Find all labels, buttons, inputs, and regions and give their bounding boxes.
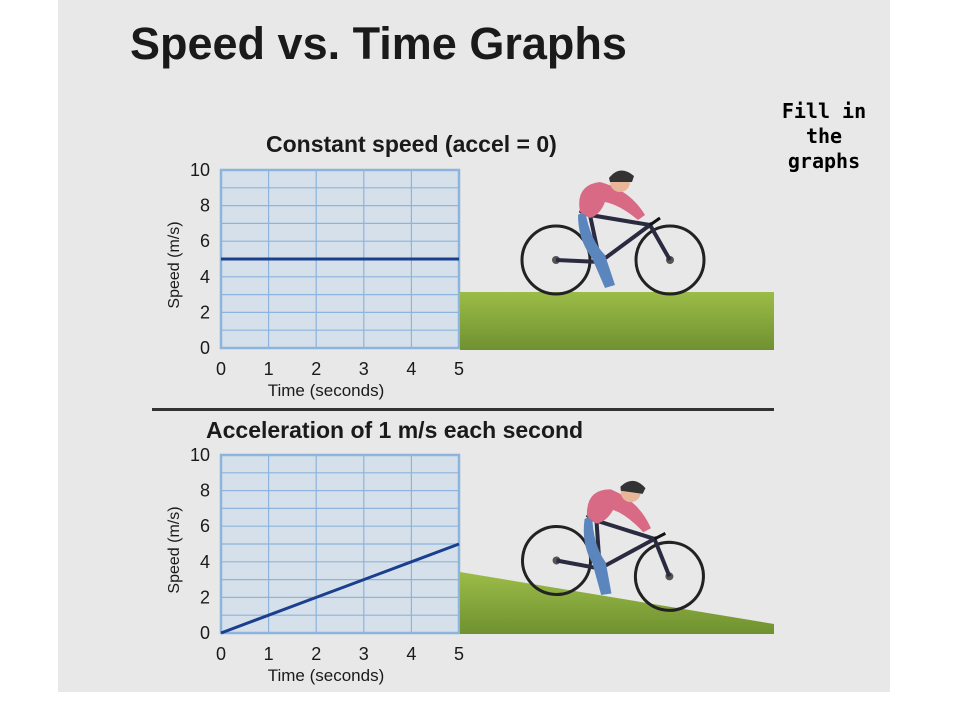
chart-title-constant-speed: Constant speed (accel = 0)	[266, 131, 557, 157]
y-axis-label: Speed (m/s)	[166, 221, 183, 308]
x-axis-label: Time (seconds)	[268, 381, 385, 400]
page-title: Speed vs. Time Graphs	[130, 18, 627, 69]
y-tick-label: 4	[200, 267, 210, 287]
x-tick-label: 5	[454, 359, 464, 379]
x-tick-label: 5	[454, 644, 464, 664]
x-tick-label: 4	[406, 359, 416, 379]
y-tick-label: 10	[190, 160, 210, 180]
x-tick-label: 3	[359, 359, 369, 379]
x-tick-label: 0	[216, 359, 226, 379]
y-tick-label: 10	[190, 445, 210, 465]
y-tick-label: 0	[200, 338, 210, 358]
y-tick-label: 6	[200, 516, 210, 536]
x-axis-label: Time (seconds)	[268, 666, 385, 685]
x-tick-label: 0	[216, 644, 226, 664]
x-tick-label: 1	[264, 359, 274, 379]
section-divider	[152, 408, 774, 411]
series-line	[220, 542, 460, 635]
y-tick-label: 0	[200, 623, 210, 643]
x-tick-label: 4	[406, 644, 416, 664]
y-axis-label: Speed (m/s)	[166, 506, 183, 593]
y-tick-label: 8	[200, 481, 210, 501]
x-tick-label: 3	[359, 644, 369, 664]
y-tick-label: 4	[200, 552, 210, 572]
chart-title-acceleration: Acceleration of 1 m/s each second	[206, 417, 584, 443]
y-tick-label: 8	[200, 196, 210, 216]
x-tick-label: 2	[311, 359, 321, 379]
fill-in-note: Fill in the graphs	[781, 99, 867, 173]
y-tick-label: 6	[200, 231, 210, 251]
y-tick-label: 2	[200, 302, 210, 322]
x-tick-label: 1	[264, 644, 274, 664]
x-tick-label: 2	[311, 644, 321, 664]
y-tick-label: 2	[200, 587, 210, 607]
